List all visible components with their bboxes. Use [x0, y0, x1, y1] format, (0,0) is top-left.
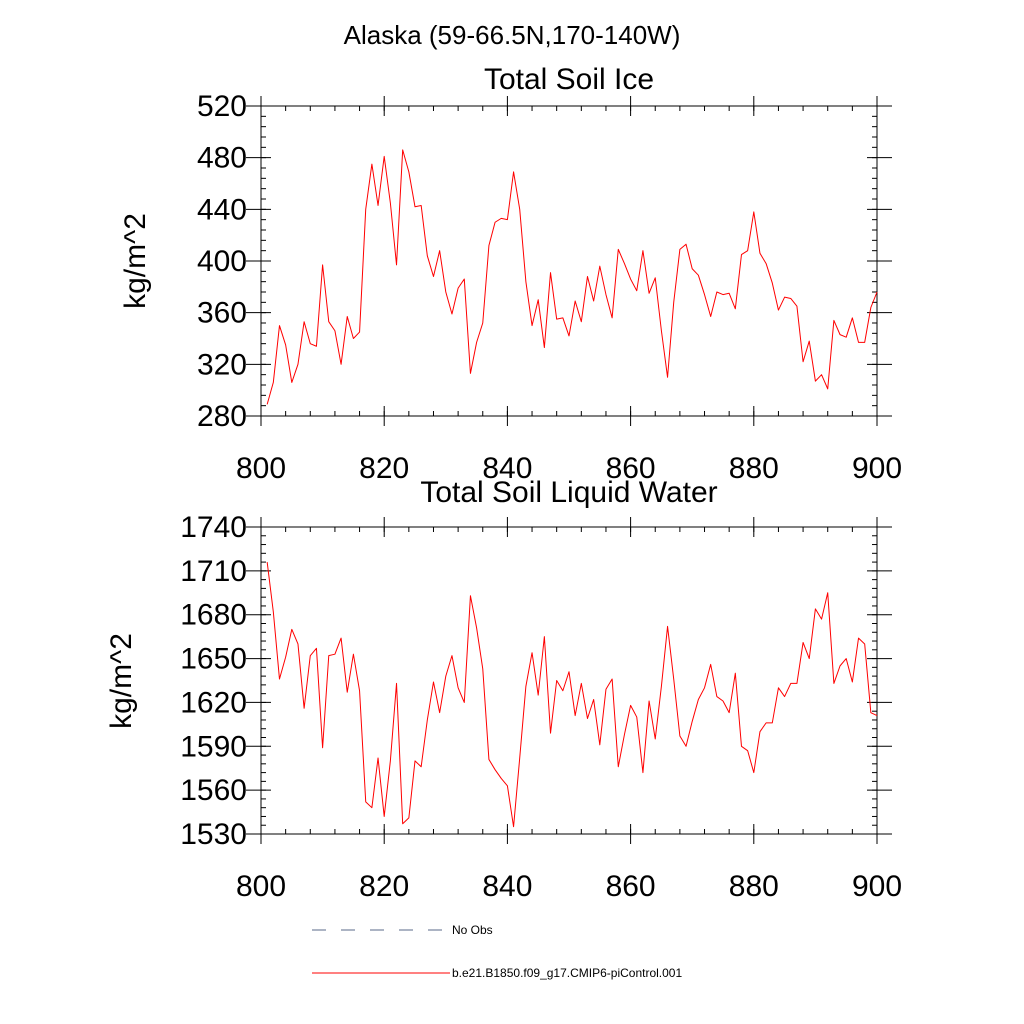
y-tick-label: 1650 [180, 643, 247, 676]
y-tick-label: 1560 [180, 774, 247, 807]
x-tick-label: 840 [482, 870, 532, 903]
x-tick-label: 840 [482, 452, 532, 485]
legend-label-model: b.e21.B1850.f09_g17.CMIP6-piControl.001 [452, 966, 682, 980]
x-tick-label: 880 [729, 452, 779, 485]
y-tick-label: 1680 [180, 599, 247, 632]
plot-group [266, 562, 878, 828]
x-tick-label: 820 [359, 870, 409, 903]
y-tick-label: 1710 [180, 555, 247, 588]
y-axis-label: kg/m^2 [105, 633, 138, 729]
x-tick-label: 800 [236, 870, 286, 903]
legend: No Obs b.e21.B1850.f09_g17.CMIP6-piContr… [312, 923, 682, 980]
x-tick-label: 900 [852, 452, 902, 485]
y-tick-label: 360 [197, 297, 247, 330]
plot-group [266, 149, 878, 405]
y-tick-label: 1740 [180, 511, 247, 544]
y-tick-label: 480 [197, 142, 247, 175]
chart-title: Total Soil Liquid Water [420, 476, 717, 509]
y-axis-label: kg/m^2 [119, 213, 152, 309]
y-tick-label: 400 [197, 245, 247, 278]
x-tick-label: 880 [729, 870, 779, 903]
chart-panel-soil-liquid-water: Total Soil Liquid Water kg/m^2 800 820 840… [105, 476, 902, 903]
y-tick-label: 1530 [180, 818, 247, 851]
y-tick-label: 1590 [180, 730, 247, 763]
series-line [266, 149, 878, 405]
figure-title: Alaska (59-66.5N,170-140W) [344, 20, 681, 50]
legend-label-no-obs: No Obs [452, 923, 493, 937]
chart-panel-soil-ice: Total Soil Ice kg/m^2 800 820 840 860 880 900… [119, 63, 902, 485]
y-tick-label: 520 [197, 90, 247, 123]
plot-frame [260, 105, 878, 417]
y-tick-label: 320 [197, 348, 247, 381]
x-tick-label: 820 [359, 452, 409, 485]
series-line [266, 562, 878, 828]
x-tick-label: 860 [606, 452, 656, 485]
y-tick-label: 1620 [180, 686, 247, 719]
x-tick-label: 900 [852, 870, 902, 903]
x-tick-label: 800 [236, 452, 286, 485]
axes-group: 800 820 840 860 880 900 280 320 360 400 440 480 520 [197, 90, 902, 485]
x-tick-label: 860 [606, 870, 656, 903]
chart-title: Total Soil Ice [484, 63, 654, 96]
y-tick-label: 440 [197, 193, 247, 226]
plot-frame [260, 526, 878, 835]
y-tick-label: 280 [197, 400, 247, 433]
axes-group: 800 820 840 860 880 900 1530 1560 1590 1620 1650 16… [180, 511, 902, 903]
